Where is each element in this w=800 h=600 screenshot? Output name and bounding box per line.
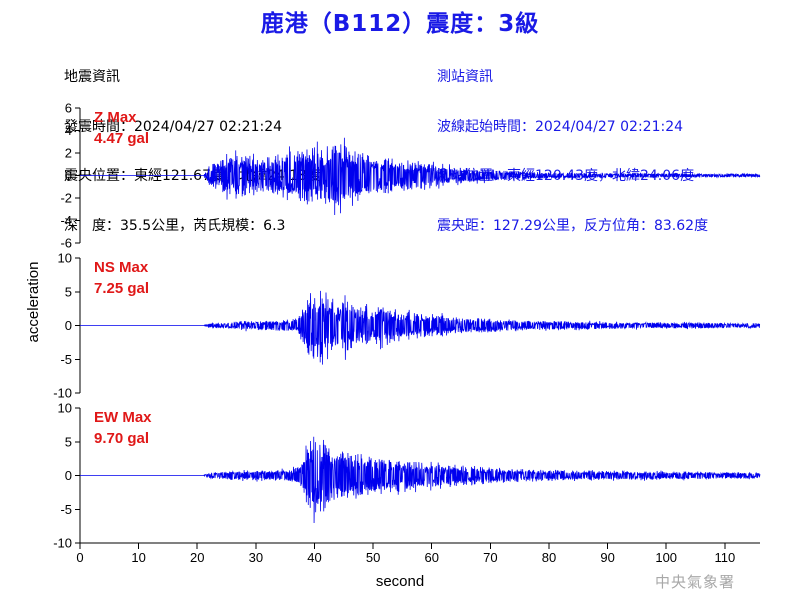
waveform-ew-series <box>80 436 761 523</box>
x-tick-label: 80 <box>542 550 556 565</box>
x-tick-label: 10 <box>131 550 145 565</box>
y-tick-label: 0 <box>65 318 72 333</box>
y-tick-label: 6 <box>65 101 72 116</box>
x-tick-label: 60 <box>424 550 438 565</box>
ns-max-value: 7.25 gal <box>94 280 149 297</box>
y-tick-label: -6 <box>60 236 72 251</box>
x-tick-label: 110 <box>714 550 735 565</box>
y-tick-label: -2 <box>60 191 72 206</box>
y-axis-title: acceleration <box>25 262 42 343</box>
x-tick-label: 90 <box>600 550 614 565</box>
y-tick-label: 5 <box>65 284 72 299</box>
x-tick-label: 20 <box>190 550 204 565</box>
agency-watermark: 中央氣象署 <box>655 573 736 591</box>
x-axis-title: second <box>376 573 424 590</box>
earthquake-info-heading: 地震資訊 <box>64 69 120 85</box>
depth-magnitude-line: 深 度：35.5公里，芮氏規模：6.3 <box>64 217 286 234</box>
origin-time-line: 發震時間：2024/04/27 02:21:24 <box>64 118 283 135</box>
y-tick-label: 0 <box>65 468 72 483</box>
x-tick-label: 0 <box>76 550 83 565</box>
y-tick-label: 10 <box>58 401 72 416</box>
x-tick-label: 30 <box>249 550 263 565</box>
waveform-ns-series <box>80 290 761 365</box>
y-tick-label: -5 <box>60 502 72 517</box>
y-tick-label: -4 <box>60 213 72 228</box>
chart-title: 鹿港（B112）震度：3級 <box>260 11 540 37</box>
wave-start-time-line: 波線起始時間：2024/04/27 02:21:24 <box>437 118 684 135</box>
y-tick-label: 4 <box>65 123 72 138</box>
y-tick-label: -10 <box>53 536 72 551</box>
x-tick-label: 70 <box>483 550 497 565</box>
ew-max-value: 9.70 gal <box>94 430 149 447</box>
y-tick-label: 5 <box>65 434 72 449</box>
z-max-label: Z Max <box>94 109 137 126</box>
x-tick-label: 100 <box>655 550 677 565</box>
y-tick-label: 2 <box>65 146 72 161</box>
epicentral-distance-line: 震央距：127.29公里，反方位角：83.62度 <box>437 217 709 234</box>
ns-max-label: NS Max <box>94 259 149 276</box>
z-max-value: 4.47 gal <box>94 130 149 147</box>
y-tick-label: -5 <box>60 352 72 367</box>
ew-max-label: EW Max <box>94 409 152 426</box>
x-tick-label: 40 <box>307 550 321 565</box>
y-tick-label: 10 <box>58 251 72 266</box>
y-tick-label: 0 <box>65 168 72 183</box>
x-tick-label: 50 <box>366 550 380 565</box>
station-info-heading: 測站資訊 <box>437 69 493 85</box>
y-tick-label: -10 <box>53 386 72 401</box>
waveform-z-series <box>80 137 761 215</box>
